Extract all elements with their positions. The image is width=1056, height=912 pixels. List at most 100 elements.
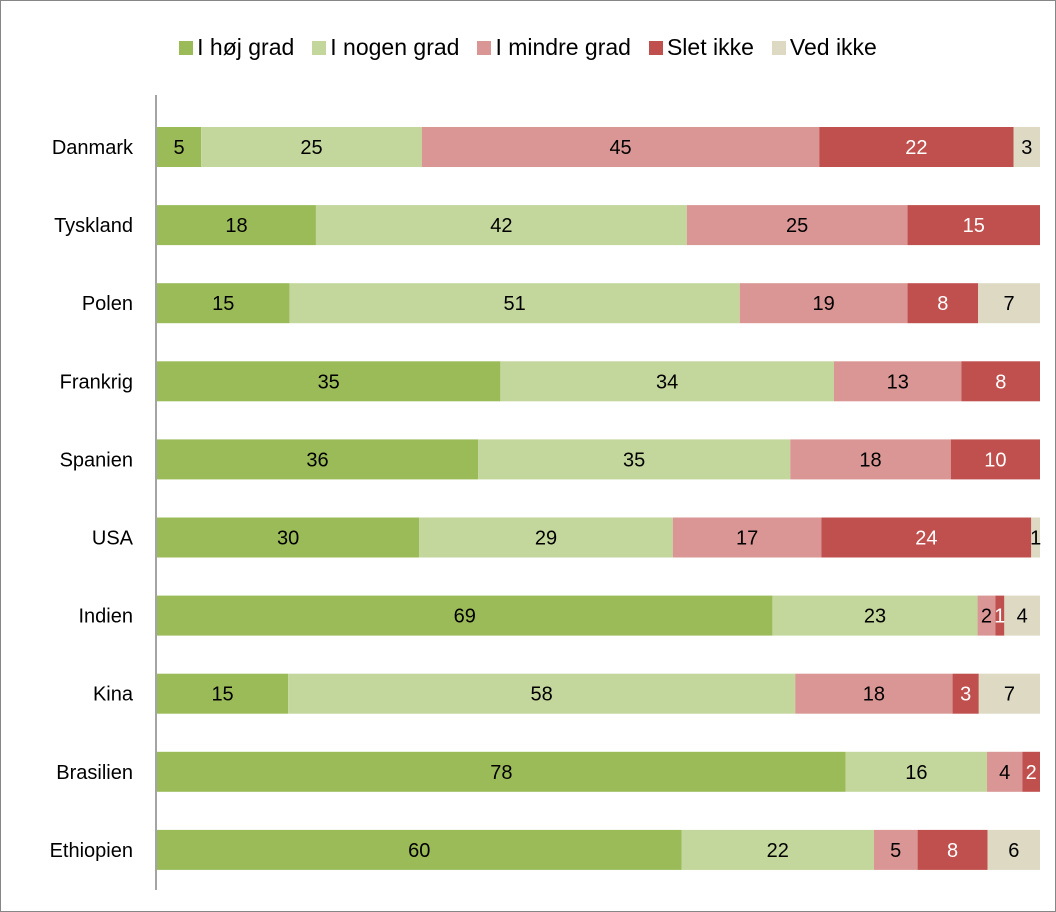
legend-swatch [179, 40, 194, 55]
bar-segment [833, 361, 962, 402]
data-label: 17 [736, 528, 758, 550]
legend-item-3: Slet ikke [648, 34, 754, 61]
legend-label: Slet ikke [666, 34, 754, 60]
bar-segment [845, 751, 988, 792]
legend-item-4: Ved ikke [771, 34, 877, 61]
data-label: 35 [318, 371, 340, 393]
legend-item-1: I nogen grad [312, 34, 459, 61]
data-label: 78 [490, 762, 512, 784]
data-label: 19 [813, 293, 835, 315]
data-label: 8 [947, 840, 958, 862]
category-label: Kina [93, 684, 134, 706]
bar-segment [681, 829, 874, 870]
data-label: 8 [937, 293, 948, 315]
legend-label: I mindre grad [495, 34, 631, 60]
legend-label: I høj grad [197, 34, 295, 60]
bar-segment [950, 439, 1040, 480]
data-label: 2 [1026, 762, 1037, 784]
bar-segment [478, 439, 791, 480]
bar-segment [917, 829, 988, 870]
data-label: 69 [454, 606, 476, 628]
category-label: Danmark [52, 137, 134, 159]
data-label: 15 [211, 684, 233, 706]
data-label: 60 [408, 840, 430, 862]
bar-segment [157, 517, 420, 558]
data-label: 23 [864, 606, 886, 628]
bar-segment [157, 205, 316, 246]
bar-segment [157, 361, 501, 402]
data-label: 2 [981, 606, 992, 628]
bar-segment [1031, 517, 1040, 558]
category-label: Spanien [60, 449, 133, 471]
bar-segment [978, 673, 1040, 714]
data-label: 16 [905, 762, 927, 784]
data-label: 25 [300, 137, 322, 159]
data-label: 1 [1030, 528, 1041, 550]
data-label: 51 [503, 293, 525, 315]
bar-segment [157, 283, 290, 324]
bar-segment [739, 283, 908, 324]
data-label: 25 [786, 215, 808, 237]
data-label: 7 [1004, 684, 1015, 706]
legend-swatch [771, 40, 786, 55]
data-label: 22 [767, 840, 789, 862]
data-label: 24 [915, 528, 937, 550]
legend-item-0: I høj grad [179, 34, 294, 61]
data-label: 15 [212, 293, 234, 315]
bar-segment [289, 283, 740, 324]
category-label: Brasilien [56, 762, 133, 784]
legend-label: I nogen grad [330, 34, 460, 60]
category-label: Tyskland [54, 215, 133, 237]
bar-segment [157, 595, 773, 636]
bar-segment [672, 517, 822, 558]
bar-segment [977, 595, 996, 636]
bar-segment [995, 595, 1005, 636]
data-label: 4 [1017, 606, 1028, 628]
data-label: 29 [535, 528, 557, 550]
bar-segment [1004, 595, 1040, 636]
data-label: 42 [490, 215, 512, 237]
bar-segment [987, 751, 1023, 792]
bar-segment [421, 127, 820, 167]
bar-segment [873, 829, 918, 870]
bar-segment [952, 673, 979, 714]
bar-segment [686, 205, 908, 246]
category-label: Ethiopien [50, 840, 133, 862]
bar-segment [907, 205, 1040, 246]
bar-segment [821, 517, 1032, 558]
data-label: 4 [999, 762, 1010, 784]
bar-segment [157, 127, 202, 167]
data-label: 1 [994, 606, 1005, 628]
bar-segment [790, 439, 951, 480]
bar-segment [795, 673, 953, 714]
chart-legend: I høj grad I nogen grad I mindre grad Slet … [0, 34, 1056, 61]
data-label: 5 [890, 840, 901, 862]
bar-segment [907, 283, 979, 324]
data-label: 22 [905, 137, 927, 159]
category-label: Polen [82, 293, 133, 315]
category-label: Frankrig [60, 371, 133, 393]
data-label: 7 [1004, 293, 1015, 315]
bar-segment [157, 673, 289, 714]
bar-segment [157, 751, 846, 792]
data-label: 18 [859, 449, 881, 471]
bar-segment [157, 829, 682, 870]
data-label: 36 [306, 449, 328, 471]
bar-segment [201, 127, 422, 167]
bar-segment [315, 205, 687, 246]
data-label: 18 [863, 684, 885, 706]
category-label: USA [92, 528, 134, 550]
data-label: 30 [277, 528, 299, 550]
data-label: 10 [984, 449, 1006, 471]
data-label: 18 [225, 215, 247, 237]
bar-segment [157, 439, 479, 480]
bar-segment [772, 595, 978, 636]
data-label: 3 [960, 684, 971, 706]
bar-segment [961, 361, 1040, 402]
data-label: 15 [963, 215, 985, 237]
bar-segment [500, 361, 834, 402]
bar-segment [978, 283, 1040, 324]
data-label: 5 [174, 137, 185, 159]
bar-segment [1022, 751, 1040, 792]
